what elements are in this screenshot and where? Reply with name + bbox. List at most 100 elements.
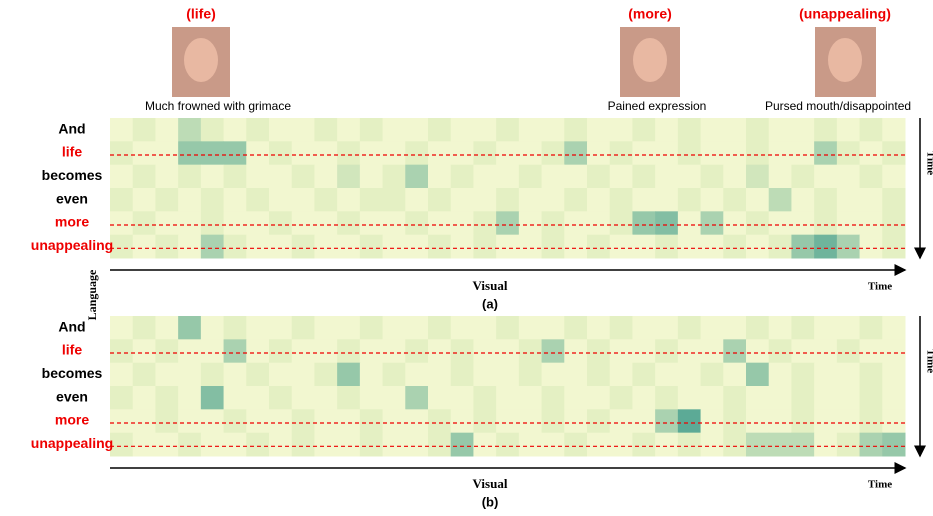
heat-cell — [314, 118, 337, 142]
heat-cell — [769, 316, 792, 340]
heat-cell — [405, 433, 428, 457]
heat-cell — [860, 165, 883, 189]
heat-cell — [542, 386, 565, 410]
heat-cell — [473, 165, 496, 189]
x-axis-end: Time — [868, 479, 892, 491]
heat-cell — [723, 316, 746, 340]
heat-cell — [314, 316, 337, 340]
heat-cell — [723, 211, 746, 235]
heat-cell — [678, 211, 701, 235]
heat-cell — [405, 141, 428, 165]
heat-cell — [496, 141, 519, 165]
heat-cell — [746, 211, 769, 235]
row-word: even — [56, 388, 88, 404]
heat-cell — [882, 211, 905, 235]
heat-cell — [587, 188, 610, 212]
heat-cell — [292, 188, 315, 212]
heat-cell — [383, 188, 406, 212]
heat-cell — [224, 165, 247, 189]
heat-cell — [133, 211, 156, 235]
heat-cell — [496, 188, 519, 212]
heat-cell — [519, 235, 542, 259]
heat-cell — [405, 363, 428, 387]
heat-cell — [337, 141, 360, 165]
heat-cell — [837, 235, 860, 259]
heat-cell — [246, 433, 269, 457]
heat-cell — [224, 141, 247, 165]
heat-cell — [610, 363, 633, 387]
heat-cell — [383, 339, 406, 363]
heat-cell — [360, 339, 383, 363]
heat-cell — [519, 339, 542, 363]
heat-cell — [655, 118, 678, 142]
heat-cell — [860, 235, 883, 259]
heat-cell — [860, 433, 883, 457]
heat-cell — [542, 165, 565, 189]
heat-cell — [201, 433, 224, 457]
heat-cell — [723, 118, 746, 142]
heat-cell — [405, 165, 428, 189]
heat-cell — [246, 118, 269, 142]
heat-cell — [564, 235, 587, 259]
heat-cell — [723, 165, 746, 189]
heat-cell — [155, 363, 178, 387]
heat-cell — [473, 363, 496, 387]
panel-label: (a) — [482, 296, 498, 311]
row-word: And — [58, 318, 85, 334]
heat-cell — [860, 211, 883, 235]
heat-cell — [701, 363, 724, 387]
heat-cell — [655, 409, 678, 433]
heat-cell — [292, 316, 315, 340]
heat-cell — [837, 363, 860, 387]
heat-cell — [337, 316, 360, 340]
heat-cell — [678, 188, 701, 212]
heat-cell — [746, 165, 769, 189]
heat-cell — [837, 339, 860, 363]
heat-cell — [201, 386, 224, 410]
heat-cell — [473, 316, 496, 340]
heat-cell — [110, 409, 133, 433]
heat-cell — [791, 235, 814, 259]
row-word: becomes — [42, 167, 103, 183]
heat-cell — [860, 118, 883, 142]
heat-cell — [292, 363, 315, 387]
row-word: more — [55, 412, 89, 428]
heat-cell — [610, 165, 633, 189]
heat-cell — [769, 211, 792, 235]
heat-cell — [632, 363, 655, 387]
heat-cell — [769, 235, 792, 259]
heat-cell — [155, 339, 178, 363]
frame-caption: Pained expression — [608, 99, 707, 113]
heat-cell — [723, 386, 746, 410]
heat-cell — [882, 339, 905, 363]
heat-cell — [632, 141, 655, 165]
heat-cell — [814, 386, 837, 410]
heat-cell — [496, 165, 519, 189]
heat-cell — [269, 211, 292, 235]
heat-cell — [337, 188, 360, 212]
heat-cell — [405, 235, 428, 259]
heat-cell — [587, 211, 610, 235]
heat-cell — [723, 433, 746, 457]
heat-cell — [723, 339, 746, 363]
figure: (life) (more) (unappealing) Much frowned… — [0, 0, 933, 516]
heat-cell — [269, 409, 292, 433]
heat-cell — [155, 386, 178, 410]
heat-cell — [360, 118, 383, 142]
heat-cell — [201, 118, 224, 142]
heat-cell — [814, 409, 837, 433]
heat-cell — [678, 409, 701, 433]
y-axis-label: Language — [85, 269, 99, 320]
heat-cell — [655, 235, 678, 259]
heat-cell — [314, 386, 337, 410]
heat-cell — [337, 339, 360, 363]
heat-cell — [791, 188, 814, 212]
heat-cell — [473, 188, 496, 212]
heat-cell — [746, 433, 769, 457]
heat-cell — [473, 141, 496, 165]
heat-cell — [746, 235, 769, 259]
heat-cell — [133, 165, 156, 189]
heat-cell — [133, 316, 156, 340]
heat-cell — [496, 363, 519, 387]
heat-cell — [110, 235, 133, 259]
